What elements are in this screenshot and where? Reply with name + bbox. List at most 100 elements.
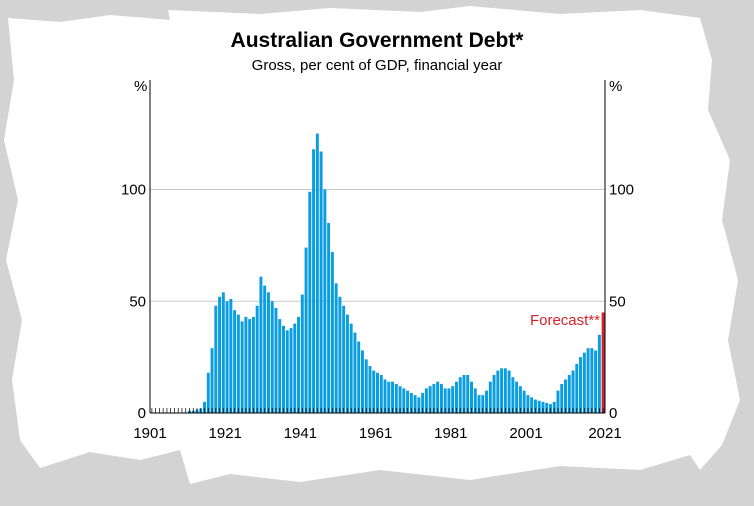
- bar: [507, 370, 511, 413]
- bar: [244, 316, 248, 413]
- bar: [251, 316, 255, 413]
- bar: [263, 285, 267, 413]
- bar: [240, 321, 244, 413]
- bar: [451, 386, 455, 413]
- bar: [236, 314, 240, 413]
- bar: [357, 341, 361, 413]
- bar: [266, 292, 270, 413]
- x-tick-label: 1901: [133, 425, 166, 442]
- bar: [315, 133, 319, 413]
- bar: [368, 366, 372, 413]
- bar: [500, 368, 504, 413]
- bar: [406, 390, 410, 413]
- y-tick-label-left: 50: [129, 293, 146, 310]
- bar: [515, 381, 519, 413]
- bar: [327, 223, 331, 413]
- bar: [323, 189, 327, 413]
- bar: [597, 334, 601, 413]
- bar: [270, 301, 274, 413]
- bar: [248, 319, 252, 413]
- x-tick-label: 1921: [209, 425, 242, 442]
- bar: [413, 395, 417, 413]
- bar: [481, 395, 485, 413]
- bar: [552, 401, 556, 413]
- bar: [330, 252, 334, 413]
- bar: [564, 379, 567, 413]
- bar: [537, 400, 541, 413]
- bar: [255, 305, 259, 413]
- bar: [259, 276, 263, 413]
- bar: [560, 383, 564, 413]
- bar: [282, 325, 285, 413]
- bar: [304, 247, 308, 413]
- bar: [439, 383, 443, 413]
- bar: [391, 381, 395, 413]
- bar: [545, 402, 549, 413]
- bar: [293, 323, 297, 413]
- bar: [203, 401, 207, 413]
- bar: [522, 390, 526, 413]
- x-tick-label: 2001: [509, 425, 542, 442]
- bar: [485, 390, 489, 413]
- bar: [432, 383, 436, 413]
- bar: [225, 301, 229, 413]
- bar: [353, 332, 357, 413]
- bar: [473, 388, 477, 413]
- bar: [586, 348, 590, 413]
- bar: [372, 370, 376, 413]
- bar: [428, 386, 432, 413]
- y-tick-label-left: 100: [121, 182, 146, 199]
- bar: [364, 359, 368, 413]
- bar: [447, 388, 451, 413]
- bar: [233, 310, 237, 413]
- bar: [360, 350, 364, 413]
- bar: [541, 401, 545, 413]
- bar: [530, 397, 534, 413]
- bar: [526, 395, 530, 413]
- bar: [424, 388, 428, 413]
- y-tick-label-right: 0: [609, 405, 617, 422]
- bar: [417, 397, 421, 413]
- bar: [454, 381, 458, 413]
- x-tick-label: 1981: [434, 425, 467, 442]
- bar: [443, 388, 447, 413]
- chart-title: Australian Government Debt*: [230, 29, 524, 52]
- chart-subtitle: Gross, per cent of GDP, financial year: [251, 57, 503, 74]
- bar: [594, 350, 598, 413]
- forecast-annotation: Forecast**: [530, 312, 600, 329]
- bar: [383, 379, 387, 413]
- y-unit-right: %: [609, 78, 622, 95]
- bar: [334, 283, 338, 413]
- bar: [289, 328, 293, 413]
- bar: [470, 381, 473, 413]
- bar: [300, 294, 304, 413]
- bar: [462, 375, 466, 413]
- bar: [387, 381, 391, 413]
- y-tick-label-left: 0: [138, 405, 146, 422]
- bar: [582, 352, 586, 413]
- bar: [342, 305, 346, 413]
- bar: [458, 377, 462, 413]
- bar: [503, 368, 507, 413]
- x-tick-label: 1941: [284, 425, 317, 442]
- bar: [556, 390, 560, 413]
- bar: [466, 375, 470, 413]
- bar: [511, 377, 515, 413]
- bar: [345, 314, 349, 413]
- bar: [579, 357, 583, 413]
- bar: [567, 375, 571, 413]
- bar: [477, 395, 481, 413]
- bar: [297, 316, 301, 413]
- bar: [402, 388, 406, 413]
- bar: [308, 191, 312, 413]
- y-tick-label-right: 100: [609, 182, 634, 199]
- y-unit-left: %: [134, 78, 147, 95]
- bar: [394, 383, 398, 413]
- bar: [206, 372, 210, 413]
- bar: [421, 392, 425, 413]
- bar: [349, 323, 353, 413]
- bar: [229, 299, 233, 413]
- bar: [210, 348, 214, 413]
